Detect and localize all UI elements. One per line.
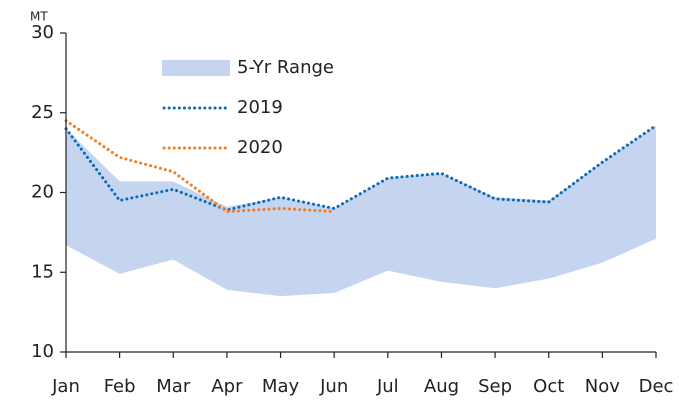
x-tick-label: Apr [211,376,243,397]
x-tick-label: Jan [51,376,80,397]
legend-swatch [162,60,230,76]
range-band [66,125,656,297]
legend-label: 5-Yr Range [237,57,334,78]
x-tick-label: Sep [478,376,512,397]
y-tick-label: 15 [31,261,54,282]
x-tick-label: Oct [533,376,564,397]
x-tick-label: Aug [424,376,459,397]
x-tick-label: Dec [639,376,674,397]
y-tick-label: 30 [31,22,54,43]
y-tick-label: 20 [31,182,54,203]
series-line [64,119,336,214]
x-tick-label: Nov [585,376,620,397]
y-unit: MT [30,10,48,24]
x-tick-label: Mar [156,376,191,397]
x-tick-label: Jun [319,376,348,397]
x-tick-label: May [262,376,300,397]
legend-label: 2020 [237,137,283,158]
x-tick-label: Feb [104,376,136,397]
y-tick-label: 25 [31,102,54,123]
y-tick-label: 10 [31,341,54,362]
series-line [64,124,658,212]
x-tick-label: Jul [376,376,399,397]
legend-label: 2019 [237,97,283,118]
